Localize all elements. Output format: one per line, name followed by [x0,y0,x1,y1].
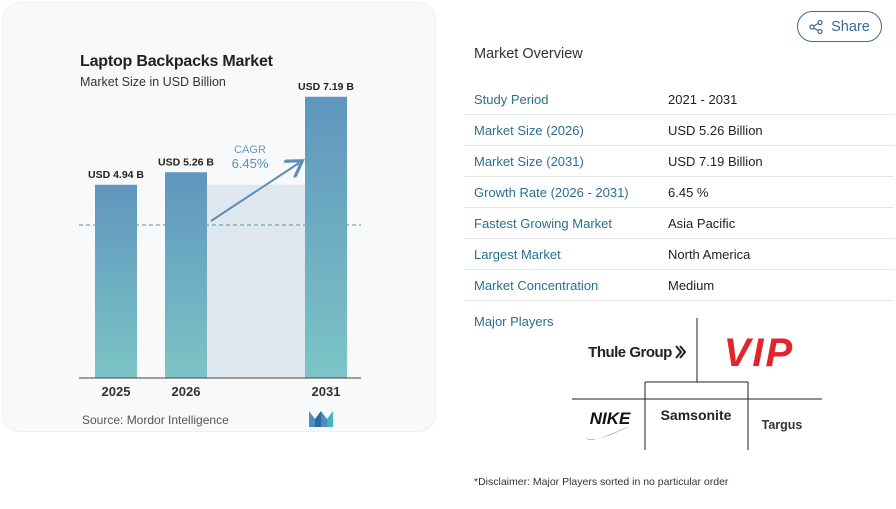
overview-row-concentration: Market Concentration Medium [464,270,894,301]
overview-value: 6.45 % [668,184,709,200]
mordor-intelligence-logo-icon [309,411,333,427]
overview-value: North America [668,246,751,262]
overview-row-study-period: Study Period 2021 - 2031 [464,84,894,115]
disclaimer: *Disclaimer: Major Players sorted in no … [474,476,729,488]
share-button[interactable]: Share [797,11,882,42]
bar-2025 [95,184,137,378]
chart-title: Laptop Backpacks Market [80,53,273,70]
overview-value: 2021 - 2031 [668,91,738,107]
overview-label: Market Size (2026) [474,122,584,138]
x-tick-2025: 2025 [102,384,131,399]
targus-logo: Targus [762,418,803,432]
data-label-2026: USD 5.26 B [158,156,214,168]
share-label: Share [831,18,870,35]
thule-chevrons-icon [675,345,687,359]
overview-row-fastest-growing: Fastest Growing Market Asia Pacific [464,208,894,239]
overview-label: Market Size (2031) [474,153,584,169]
overview-value: Medium [668,277,715,293]
chart-card: Laptop Backpacks Market Market Size in U… [2,2,436,432]
chart-subtitle: Market Size in USD Billion [80,75,226,89]
overview-title: Market Overview [474,46,583,62]
overview-row-largest-market: Largest Market North America [464,239,894,270]
cagr-value: 6.45% [232,156,269,171]
bar-2026 [165,172,207,378]
overview-row-market-size-2031: Market Size (2031) USD 7.19 Billion [464,146,894,177]
thule-group-logo: Thule Group [588,344,672,361]
nike-logo: NIKE [590,409,631,428]
data-label-2031: USD 7.19 B [298,81,354,93]
overview-row-market-size-2026: Market Size (2026) USD 5.26 Billion [464,115,894,146]
x-tick-2026: 2026 [172,384,201,399]
major-players-grid: Thule Group VIP NIKE Samsonite Targus [572,318,822,450]
chart-source: Source: Mordor Intelligence [82,413,229,427]
overview-value: USD 5.26 Billion [668,122,763,138]
data-label-2025: USD 4.94 B [88,169,144,181]
cagr-label: CAGR [234,144,266,156]
overview-row-growth-rate: Growth Rate (2026 - 2031) 6.45 % [464,177,894,208]
cagr-arrow [210,163,299,222]
overview-label: Largest Market [474,246,561,262]
vip-logo: VIP [724,331,794,375]
share-icon [809,19,823,34]
bar-chart: USD 4.94 B 2025 USD 5.26 B 2026 USD 7.19 B 20… [79,81,361,399]
major-players-label: Major Players [474,314,554,329]
overview-value: USD 7.19 Billion [668,153,763,169]
overview-table: Study Period 2021 - 2031 Market Size (20… [464,84,894,301]
samsonite-logo: Samsonite [661,407,732,423]
overview-label: Growth Rate (2026 - 2031) [474,184,629,200]
overview-label: Fastest Growing Market [474,215,612,231]
x-tick-2031: 2031 [312,384,341,399]
overview-label: Study Period [474,91,549,107]
bar-2031 [305,96,347,379]
overview-value: Asia Pacific [668,215,736,231]
overview-label: Market Concentration [474,277,599,293]
growth-band [207,184,305,378]
